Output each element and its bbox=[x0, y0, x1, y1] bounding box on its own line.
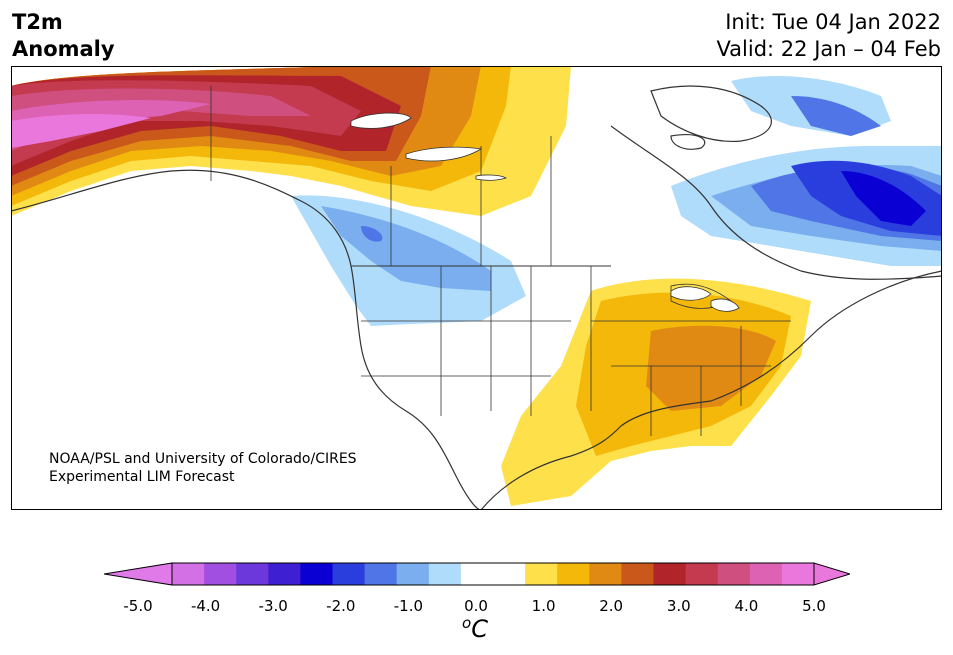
colorbar-segment bbox=[557, 563, 590, 585]
colorbar-segment bbox=[493, 563, 526, 585]
unit-letter: C bbox=[471, 615, 488, 643]
eastern-us-warm-anomaly bbox=[501, 278, 811, 506]
colorbar bbox=[104, 562, 850, 586]
colorbar-segment bbox=[396, 563, 430, 585]
anomaly-map bbox=[11, 66, 942, 510]
colorbar-segment bbox=[268, 563, 301, 585]
lakes bbox=[350, 112, 740, 312]
colorbar-under-arrow bbox=[104, 562, 173, 586]
valid-period: Valid: 22 Jan – 04 Feb bbox=[716, 37, 941, 61]
colorbar-tick-label: -2.0 bbox=[326, 597, 356, 615]
colorbar-segment bbox=[236, 563, 269, 585]
colorbar-segment bbox=[332, 563, 366, 585]
credit-text: NOAA/PSL and University of Colorado/CIRE… bbox=[49, 450, 357, 486]
colorbar-tick-label: 3.0 bbox=[666, 597, 691, 615]
colorbar-segment bbox=[172, 563, 205, 585]
colorbar-tick-label: -5.0 bbox=[123, 597, 153, 615]
colorbar-over-arrow bbox=[813, 562, 850, 586]
colorbar-segment bbox=[589, 563, 622, 585]
colorbar-segment bbox=[653, 563, 687, 585]
colorbar-segment bbox=[717, 563, 751, 585]
credit-line-2: Experimental LIM Forecast bbox=[49, 469, 235, 485]
unit-degree-symbol: o bbox=[462, 614, 472, 632]
colorbar-segment bbox=[685, 563, 719, 585]
colorbar-segment bbox=[204, 563, 237, 585]
colorbar-segment bbox=[781, 563, 815, 585]
colorbar-tick-label: 5.0 bbox=[802, 597, 826, 615]
run-info: Init: Tue 04 Jan 2022 Valid: 22 Jan – 04… bbox=[716, 9, 941, 63]
init-date: Init: Tue 04 Jan 2022 bbox=[725, 10, 941, 34]
colorbar-segment bbox=[364, 563, 398, 585]
colorbar-segment bbox=[460, 563, 494, 585]
colorbar-segment bbox=[621, 563, 654, 585]
alaska-warm-anomaly bbox=[11, 66, 571, 216]
title-line-1: T2m bbox=[12, 10, 63, 34]
colorbar-segment bbox=[300, 563, 333, 585]
eastern-canada-cool-anomaly bbox=[671, 76, 942, 266]
colorbar-segment bbox=[525, 563, 558, 585]
northwest-cool-anomaly bbox=[291, 195, 526, 326]
title-block: T2m Anomaly bbox=[12, 9, 115, 63]
colorbar-tick-label: 4.0 bbox=[734, 597, 759, 615]
colorbar-tick-label: 1.0 bbox=[531, 597, 556, 615]
colorbar-tick-label: -1.0 bbox=[393, 597, 424, 615]
colorbar-tick-label: 0.0 bbox=[464, 597, 488, 615]
colorbar-segment bbox=[428, 563, 462, 585]
unit-label: oC bbox=[462, 614, 488, 643]
colorbar-tick-label: -3.0 bbox=[258, 597, 288, 615]
credit-line-1: NOAA/PSL and University of Colorado/CIRE… bbox=[49, 451, 357, 467]
colorbar-segment bbox=[749, 563, 783, 585]
colorbar-tick-label: -4.0 bbox=[190, 597, 221, 615]
title-line-2: Anomaly bbox=[12, 37, 115, 61]
colorbar-tick-label: 2.0 bbox=[599, 597, 624, 615]
